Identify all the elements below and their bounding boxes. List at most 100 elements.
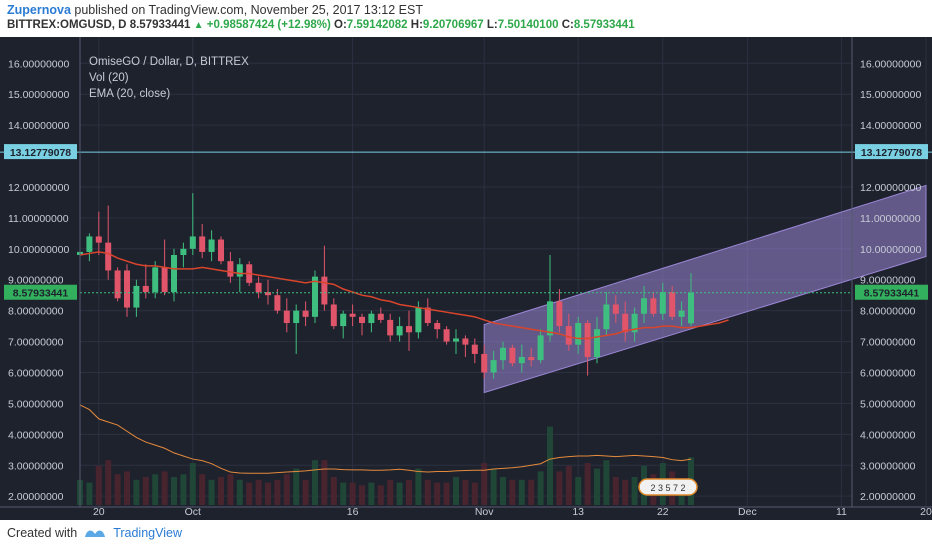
y-tick-label-left: 10.00000000 [8,244,69,256]
volume-bar [199,474,206,505]
legend-title: OmiseGO / Dollar, D, BITTREX [89,56,249,68]
volume-bar [500,477,506,505]
volume-bar [142,477,149,505]
volume-bar [434,482,441,505]
y-tick-label-right: 10.00000000 [860,244,921,256]
volume-bar [453,477,459,505]
volume-bar [293,468,300,505]
volume-bar [274,479,281,505]
candle-body [171,254,177,293]
volume-bar [180,474,187,505]
created-with-label: Created with [7,526,78,540]
volume-bar [584,463,591,505]
hline-price-tag-left: 13.12779078 [10,147,71,159]
price-chart[interactable]: 16.00000000 16.00000000 15.00000000 15.0000… [0,37,932,520]
candle-body [434,323,441,330]
volume-bar [105,460,112,505]
candle-body [199,236,206,252]
flags-badge[interactable]: 2 3 5 7 2 [638,478,698,496]
volume-bar [349,482,356,505]
volume-bar [302,479,309,505]
volume-bar [236,479,243,505]
y-tick-label-left: 9.00000000 [8,275,64,287]
volume-bar [377,485,384,505]
candle-body [133,285,140,308]
volume-bar [152,474,159,505]
y-tick-label-right: 11.00000000 [860,213,921,225]
y-tick-label-left: 12.00000000 [8,182,69,194]
y-tick-label-right: 9.00000000 [860,275,916,287]
low-label: L: [486,19,498,31]
y-tick-label-left: 8.00000000 [8,306,64,318]
candle-body [86,236,93,252]
y-tick-label-left: 3.00000000 [8,460,64,472]
volume-ma-line [79,404,692,474]
volume-bar [114,474,121,505]
candle-body [387,319,394,336]
candle-body [340,313,347,327]
tradingview-brand[interactable]: TradingView [113,526,182,540]
volume-bar [265,482,271,505]
y-tick-label-right: 2.00000000 [860,491,916,503]
y-tick-label-left: 14.00000000 [8,120,69,132]
candle-body [669,292,676,317]
candle-body [302,310,309,317]
candle-body [631,313,638,333]
last-price: 8.57933441 [129,19,191,31]
volume-bar [396,482,403,505]
change-value: +0.98587424 (+12.98%) [206,19,331,31]
volume-bar [594,468,600,505]
candle-body [330,304,337,327]
close-label: C: [561,19,574,31]
candle-body [424,307,431,324]
volume-bar [575,477,582,505]
published-text: published on TradingView.com, November 2… [74,3,423,17]
volume-ma-polyline [79,404,692,474]
flags-badge-text: 2 3 5 7 2 [650,483,685,493]
author-link[interactable]: Zupernova [7,3,71,17]
legend-ema[interactable]: EMA (20, close) [89,88,170,100]
y-tick-label-right: 12.00000000 [860,182,921,194]
volume-bar [631,477,638,505]
y-tick-label-right: 4.00000000 [860,429,916,441]
up-arrow-icon: ▲ [193,20,204,31]
x-tick-label: 11 [836,506,847,518]
current-price-tag-left: 8.57933441 [13,288,69,300]
volume-bar [481,463,488,505]
candle-body [349,313,356,317]
volume-bar [218,477,224,505]
candle-body [547,301,553,336]
candle-body [161,267,168,293]
candle-body [293,310,300,324]
candle-body [453,338,459,342]
symbol-label: BITTREX:OMGUSD, D [7,19,127,31]
footer: Created with TradingView [7,526,182,540]
legend-vol[interactable]: Vol (20) [89,72,129,84]
y-tick-label-right: 16.00000000 [860,58,921,70]
candle-body [359,316,365,324]
x-tick-label: Oct [185,506,201,518]
x-tick-label: Dec [738,506,757,518]
candle-body [218,239,224,262]
candle-body [142,285,149,293]
candle-body [443,329,450,342]
hline-price-tag-right: 13.12779078 [861,147,922,159]
high-value: 9.20706967 [422,19,484,31]
candle-body [396,326,403,336]
volume-bar [312,460,318,505]
flags-badge-bg [638,478,698,496]
candle-body [688,292,694,324]
y-tick-label-left: 5.00000000 [8,398,64,410]
candle-body [152,267,159,293]
volume-bar [95,465,102,505]
candle-body [189,236,196,249]
volume-bar [124,471,130,505]
volume-bar [603,460,610,505]
volume-bar [86,482,93,505]
volume-bar [387,479,394,505]
current-price-tag-right-bg [855,284,928,300]
volume-bar [321,460,328,505]
x-tick-label: 20 [920,506,932,518]
close-value: 8.57933441 [573,19,635,31]
candle-body [603,304,610,330]
